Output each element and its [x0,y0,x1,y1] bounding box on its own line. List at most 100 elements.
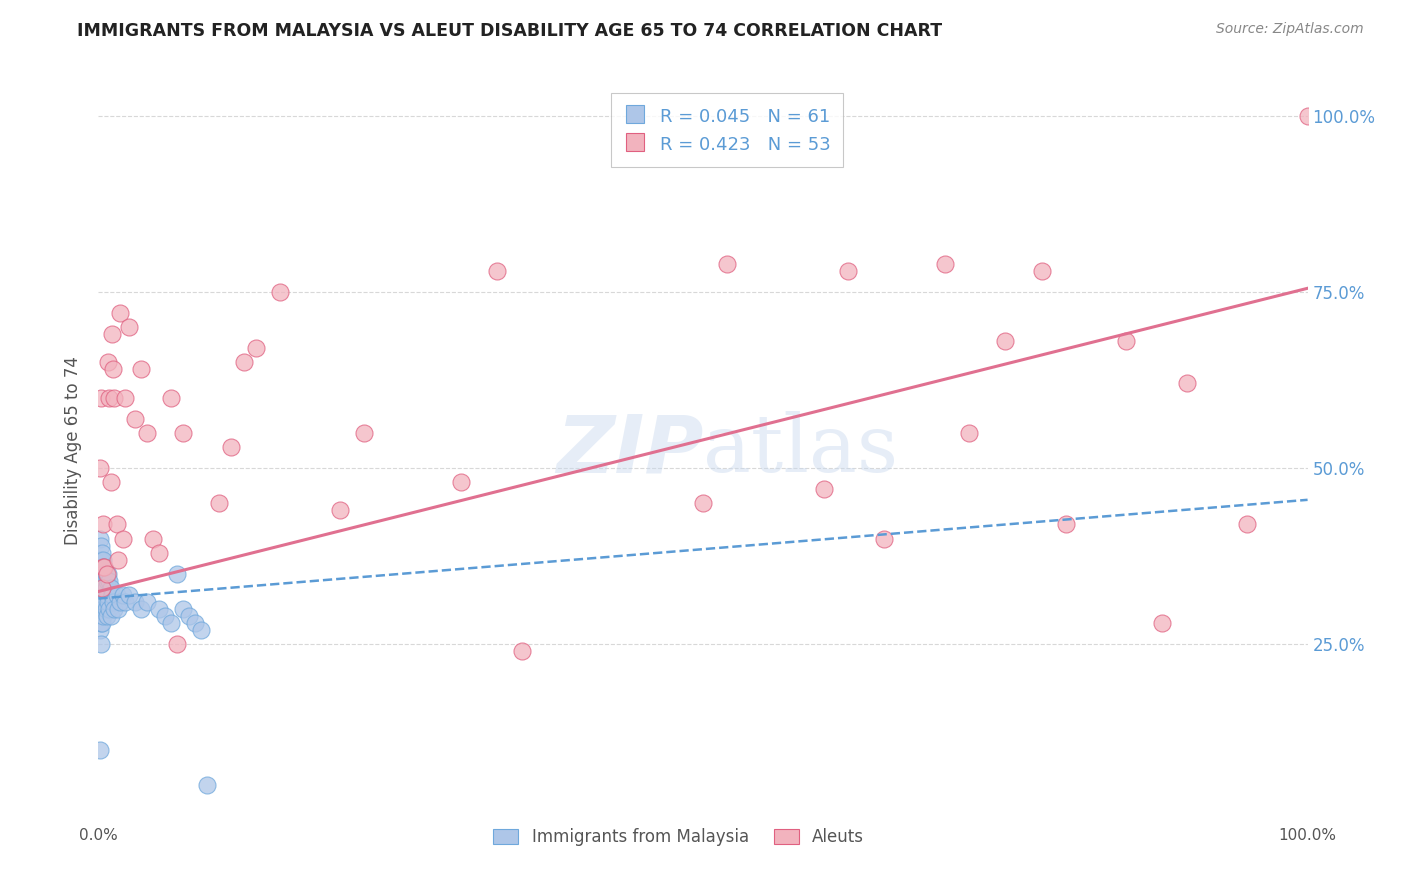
Point [94,602,117,616]
Point [90,637,112,651]
Point [1115,334,1137,348]
Point [837,263,859,277]
Text: Source: ZipAtlas.com: Source: ZipAtlas.com [1216,22,1364,37]
Point [93,595,115,609]
Point [100,588,122,602]
Point [353,425,375,440]
Point [329,503,352,517]
Point [90,616,112,631]
Point [98,602,121,616]
Point [100,327,122,342]
Point [89,624,111,638]
Y-axis label: Disability Age 65 to 74: Disability Age 65 to 74 [65,356,83,545]
Point [105,588,128,602]
Point [135,595,157,609]
Point [96,574,118,588]
Point [91,588,114,602]
Point [93,559,115,574]
Point [957,425,980,440]
Point [118,588,141,602]
Point [118,320,141,334]
Point [91,559,114,574]
Point [129,362,152,376]
Point [90,588,112,602]
Point [111,588,134,602]
Point [98,574,121,588]
Point [93,559,115,574]
Point [179,609,201,624]
Point [114,595,136,609]
Text: ZIP: ZIP [555,411,703,490]
Point [1296,109,1319,123]
Point [873,532,896,546]
Point [108,595,131,609]
Point [153,609,176,624]
Point [89,461,111,475]
Point [91,559,114,574]
Point [232,355,254,369]
Point [101,362,124,376]
Point [89,532,111,546]
Text: IMMIGRANTS FROM MALAYSIA VS ALEUT DISABILITY AGE 65 TO 74 CORRELATION CHART: IMMIGRANTS FROM MALAYSIA VS ALEUT DISABI… [77,22,942,40]
Point [129,602,152,616]
Point [813,482,835,496]
Point [160,391,183,405]
Point [1054,517,1077,532]
Point [195,778,218,792]
Point [1031,263,1053,277]
Text: atlas: atlas [703,411,898,490]
Point [172,602,194,616]
Point [90,391,112,405]
Point [91,546,114,560]
Point [97,595,120,609]
Point [98,391,121,405]
Point [89,743,111,757]
Point [96,566,118,581]
Point [94,581,117,595]
Point [103,602,125,616]
Point [101,595,124,609]
Point [90,602,112,616]
Point [510,644,533,658]
Point [91,581,114,595]
Point [692,496,714,510]
Point [1175,376,1198,391]
Point [94,566,117,581]
Point [245,341,267,355]
Point [90,553,112,567]
Point [1152,616,1174,631]
Point [124,411,146,425]
Point [190,624,212,638]
Point [89,609,111,624]
Point [1236,517,1258,532]
Point [91,566,114,581]
Point [91,595,114,609]
Point [148,546,170,560]
Point [103,391,125,405]
Point [208,496,231,510]
Point [91,553,114,567]
Point [184,616,207,631]
Point [90,539,112,553]
Point [96,609,118,624]
Point [135,425,157,440]
Point [166,637,188,651]
Point [89,595,111,609]
Point [89,581,111,595]
Point [100,475,122,490]
Point [91,609,114,624]
Point [107,602,129,616]
Point [105,517,128,532]
Point [166,566,188,581]
Point [111,532,134,546]
Point [100,581,122,595]
Point [100,609,122,624]
Point [97,566,120,581]
Point [160,616,183,631]
Point [91,616,114,631]
Point [114,391,136,405]
Point [124,595,146,609]
Point [142,532,165,546]
Point [716,257,738,271]
Point [91,581,114,595]
